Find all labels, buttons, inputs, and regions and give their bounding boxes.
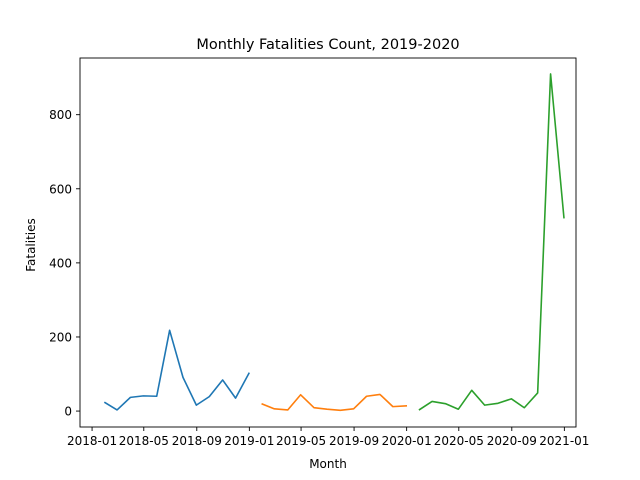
y-tick-label: 800 — [49, 108, 72, 122]
x-tick-label: 2019-05 — [276, 434, 326, 448]
x-tick-label: 2020-05 — [434, 434, 484, 448]
series-1-line — [103, 329, 251, 411]
chart-title: Monthly Fatalities Count, 2019-2020 — [196, 37, 459, 53]
x-tick-label: 2018-05 — [119, 434, 169, 448]
y-tick-label: 200 — [49, 330, 72, 344]
x-tick-label: 2018-09 — [172, 434, 222, 448]
x-tick-label: 2019-01 — [224, 434, 274, 448]
x-tick-label: 2021-01 — [539, 434, 589, 448]
axes-frame — [79, 57, 577, 428]
y-tick-label: 0 — [64, 405, 72, 419]
series-2-line — [261, 393, 408, 412]
x-tick-label: 2019-09 — [329, 434, 379, 448]
y-tick-label: 400 — [49, 256, 72, 270]
x-tick-label: 2018-01 — [67, 434, 117, 448]
y-axis-label: Fatalities — [24, 218, 38, 272]
y-tick-label: 600 — [49, 182, 72, 196]
x-axis-label: Month — [309, 457, 347, 471]
x-tick-label: 2020-01 — [382, 434, 432, 448]
series-3-line — [418, 73, 565, 411]
x-tick-label: 2020-09 — [487, 434, 537, 448]
axes: 2018-01 2018-05 2018-09 2019-01 2019-05 2019-… — [49, 57, 589, 448]
plot-area — [103, 73, 565, 412]
